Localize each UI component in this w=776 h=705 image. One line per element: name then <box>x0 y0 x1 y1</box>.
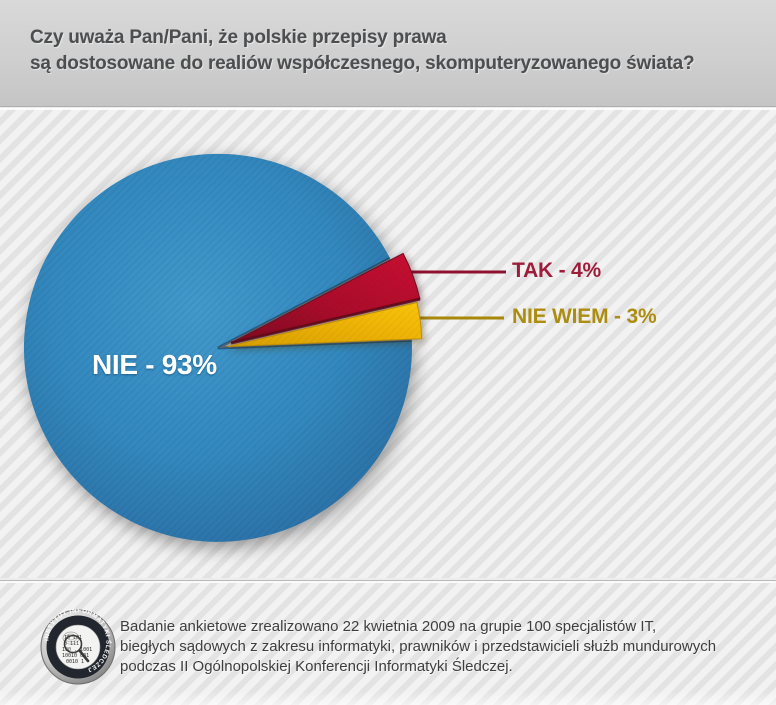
label-nie: NIE - 93% <box>92 349 217 380</box>
header: Czy uważa Pan/Pani, że polskie przepisy … <box>0 0 776 107</box>
seal-binary-text: 10 101 0 111 100 . 1001 10010 001 0010 1 <box>62 635 92 665</box>
footer-line-2: biegłych sądowych z zakresu informatyki,… <box>120 638 717 655</box>
pie-slice-tak-texture <box>231 253 420 343</box>
footer-line-3: podczas II Ogólnopolskiej Konferencji In… <box>120 658 513 675</box>
institute-seal-logo: INSTYTUT INFORMATYKI ŚLEDCZEJ 10 101 0 1… <box>40 609 116 685</box>
title-line-1: Czy uważa Pan/Pani, że polskie przepisy … <box>30 27 447 48</box>
svg-text:0 111: 0 111 <box>64 641 79 647</box>
pie-slice-nie-texture <box>23 153 412 542</box>
label-tak: TAK - 4% <box>512 259 602 282</box>
footer: INSTYTUT INFORMATYKI ŚLEDCZEJ 10 101 0 1… <box>0 580 776 705</box>
seal-inner-disc <box>55 624 101 670</box>
svg-text:10010 001: 10010 001 <box>62 653 89 659</box>
pie-slice-nie-wiem-texture <box>228 302 422 347</box>
svg-text:10 101: 10 101 <box>64 635 82 641</box>
title-line-2: są dostosowane do realiów współczesnego,… <box>30 53 695 74</box>
footer-caption: Badanie ankietowe zrealizowano 22 kwietn… <box>120 617 720 677</box>
footer-line-1: Badanie ankietowe zrealizowano 22 kwietn… <box>120 618 657 635</box>
svg-text:0010 1: 0010 1 <box>66 659 84 665</box>
page-title: Czy uważa Pan/Pani, że polskie przepisy … <box>30 25 695 77</box>
magnifier-icon <box>63 634 90 663</box>
label-nie-wiem: NIE WIEM - 3% <box>512 305 657 328</box>
svg-text:100 . 1001: 100 . 1001 <box>62 647 92 653</box>
pie-cut-shadow <box>217 257 412 350</box>
